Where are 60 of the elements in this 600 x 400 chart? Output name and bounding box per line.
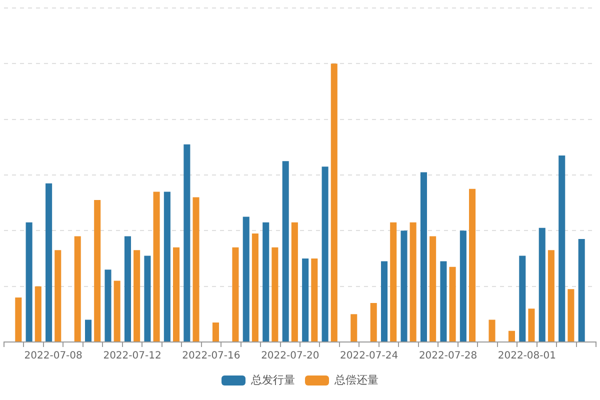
bar [400,230,408,342]
bar [558,156,566,342]
bar [114,280,120,342]
x-tick-label: 2022-07-20 [261,350,320,362]
bar [144,256,151,342]
bar [302,258,309,342]
bar [370,303,377,342]
bar [311,258,318,342]
bar [153,192,160,342]
bar [164,192,170,342]
legend-label: 总发行量 [250,373,295,386]
bar [184,144,190,342]
bar [192,197,200,342]
x-tick-label: 2022-07-08 [24,350,82,362]
bar [390,222,397,342]
bar [252,233,258,342]
bar [350,314,358,342]
bar [508,330,516,342]
bar [124,236,131,342]
bar [469,188,476,342]
x-tick-label: 2022-07-28 [418,350,478,362]
bar [488,320,496,342]
bar [74,236,81,342]
bar [460,230,466,342]
bar [330,64,338,342]
bar [94,200,101,342]
bar [410,222,416,342]
bar [104,270,112,342]
bar [291,222,298,342]
bar [242,216,250,342]
bar [54,250,62,342]
bar [272,247,278,342]
bar [262,222,270,342]
bar [134,250,140,342]
bar [420,172,427,342]
x-tick-label: 2022-07-24 [340,350,398,362]
bar [548,250,554,342]
bar [173,247,180,342]
bar [538,228,546,342]
bar [449,266,456,342]
bar [15,297,22,342]
bar [430,236,436,342]
bar [578,239,585,342]
x-tick-label: 2022-07-12 [103,350,162,362]
bar [380,261,388,342]
bar [528,308,535,342]
bar [568,289,574,342]
bar [519,256,526,342]
bar [46,183,52,342]
legend-label: 总偿还量 [334,373,378,386]
bar [440,261,447,342]
bar [212,322,220,342]
bar [322,166,328,342]
x-tick-label: 2022-07-16 [182,350,240,362]
bar [26,222,32,342]
bar [232,247,239,342]
x-tick-label: 2022-08-01 [498,350,556,362]
bar [282,161,289,342]
bar [34,286,42,342]
bar [84,320,92,342]
